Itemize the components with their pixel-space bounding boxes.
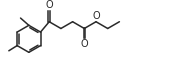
Text: O: O xyxy=(45,0,53,10)
Text: O: O xyxy=(80,39,88,49)
Text: O: O xyxy=(92,11,100,21)
